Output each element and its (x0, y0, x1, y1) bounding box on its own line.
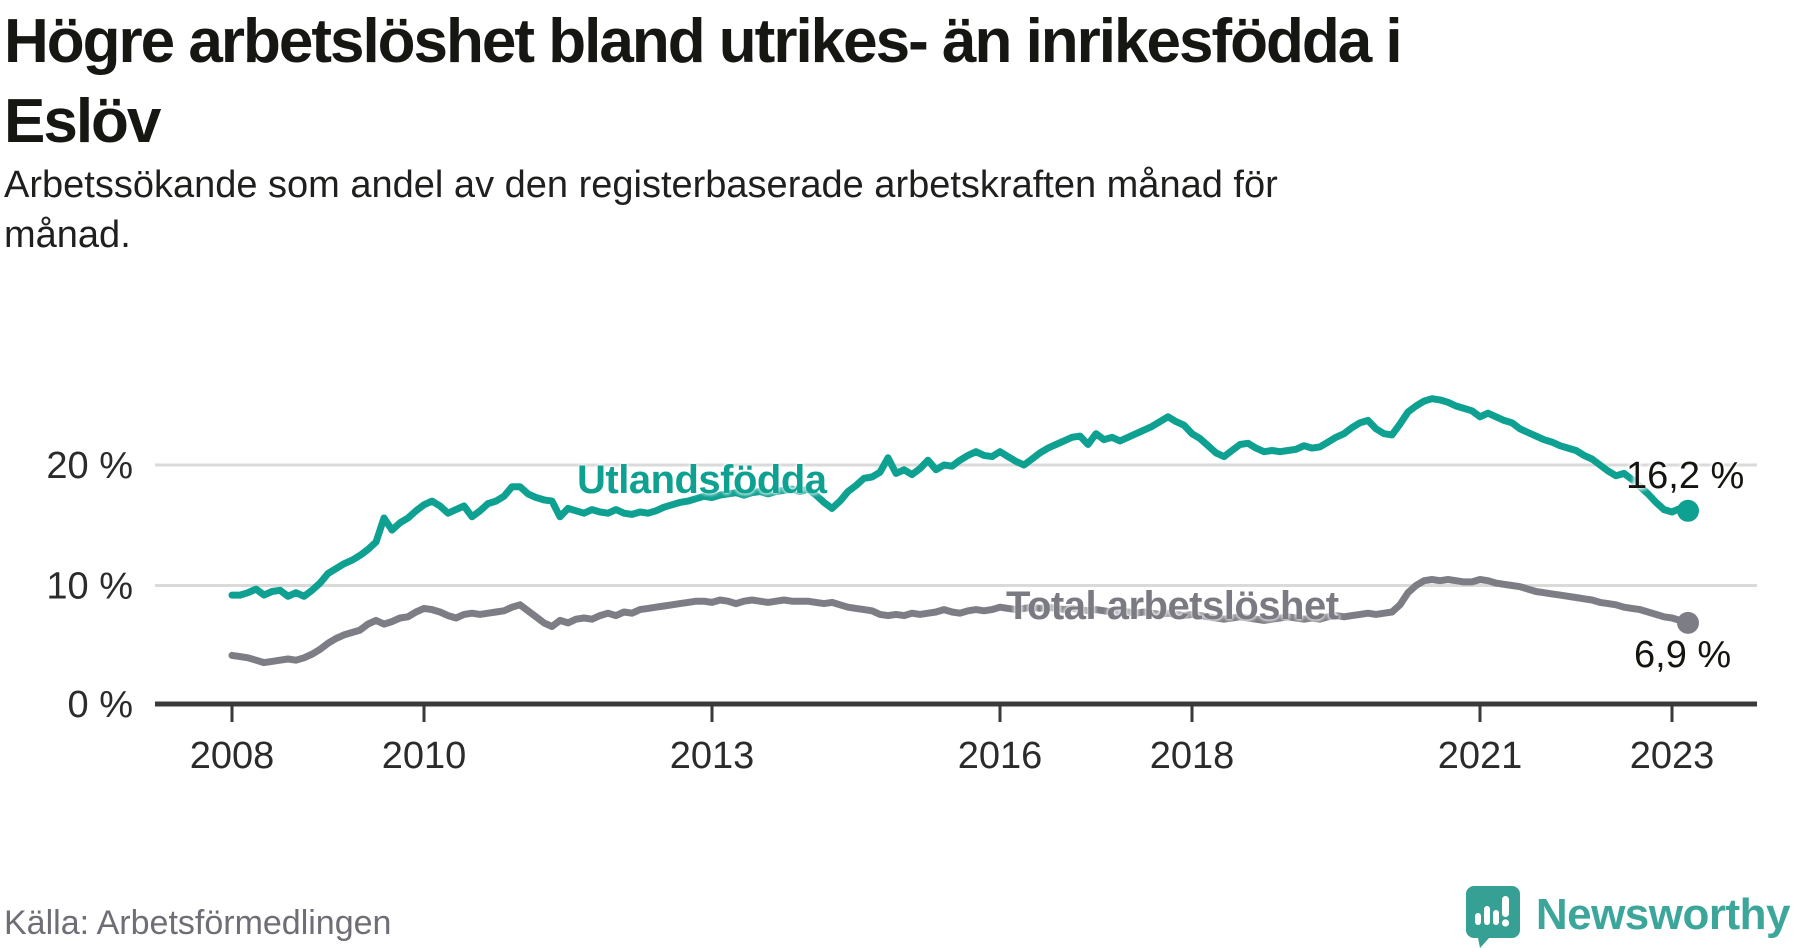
y-axis-tick-label: 10 % (46, 566, 133, 608)
x-axis-tick-label: 2013 (670, 735, 755, 777)
end-dot-utlandsfodda (1677, 499, 1699, 522)
line-utlandsfodda (228, 395, 1692, 600)
series-label-utlandsfodda: Utlandsfödda (577, 458, 827, 502)
newsworthy-brand: Newsworthy (1464, 882, 1791, 948)
line-total-arbetsloshet (228, 576, 1692, 667)
chart-subtitle: Arbetssökande som andel av den registerb… (4, 160, 1278, 260)
newsworthy-logo-icon (1465, 886, 1520, 948)
x-axis-tick-label: 2008 (190, 735, 275, 777)
chart-subtitle-line2: månad. (4, 214, 131, 256)
chart-subtitle-line1: Arbetssökande som andel av den registerb… (4, 164, 1278, 206)
x-axis-tick-label: 2016 (958, 735, 1043, 777)
end-dot-total (1677, 611, 1699, 634)
y-axis-tick-label: 0 % (68, 684, 133, 726)
x-axis-tick-label: 2023 (1630, 735, 1715, 777)
x-axis-tick-label: 2021 (1438, 735, 1523, 777)
x-axis-tick-label: 2018 (1150, 735, 1235, 777)
end-value-label-utlandsfodda: 16,2 % (1626, 455, 1745, 497)
page-title-line1: Högre arbetslöshet bland utrikes- än inr… (4, 7, 1403, 76)
page-title-line2: Eslöv (4, 87, 161, 156)
series-label-total-arbetsloshet: Total arbetslöshet (1006, 584, 1339, 628)
source-attribution: Källa: Arbetsförmedlingen (4, 904, 392, 942)
x-axis-tick-label: 2010 (382, 735, 467, 777)
newsworthy-brand-name: Newsworthy (1535, 890, 1791, 939)
end-value-label-total: 6,9 % (1634, 634, 1732, 676)
page-title: Högre arbetslöshet bland utrikes- än inr… (4, 2, 1403, 162)
y-axis-tick-label: 20 % (46, 445, 133, 487)
